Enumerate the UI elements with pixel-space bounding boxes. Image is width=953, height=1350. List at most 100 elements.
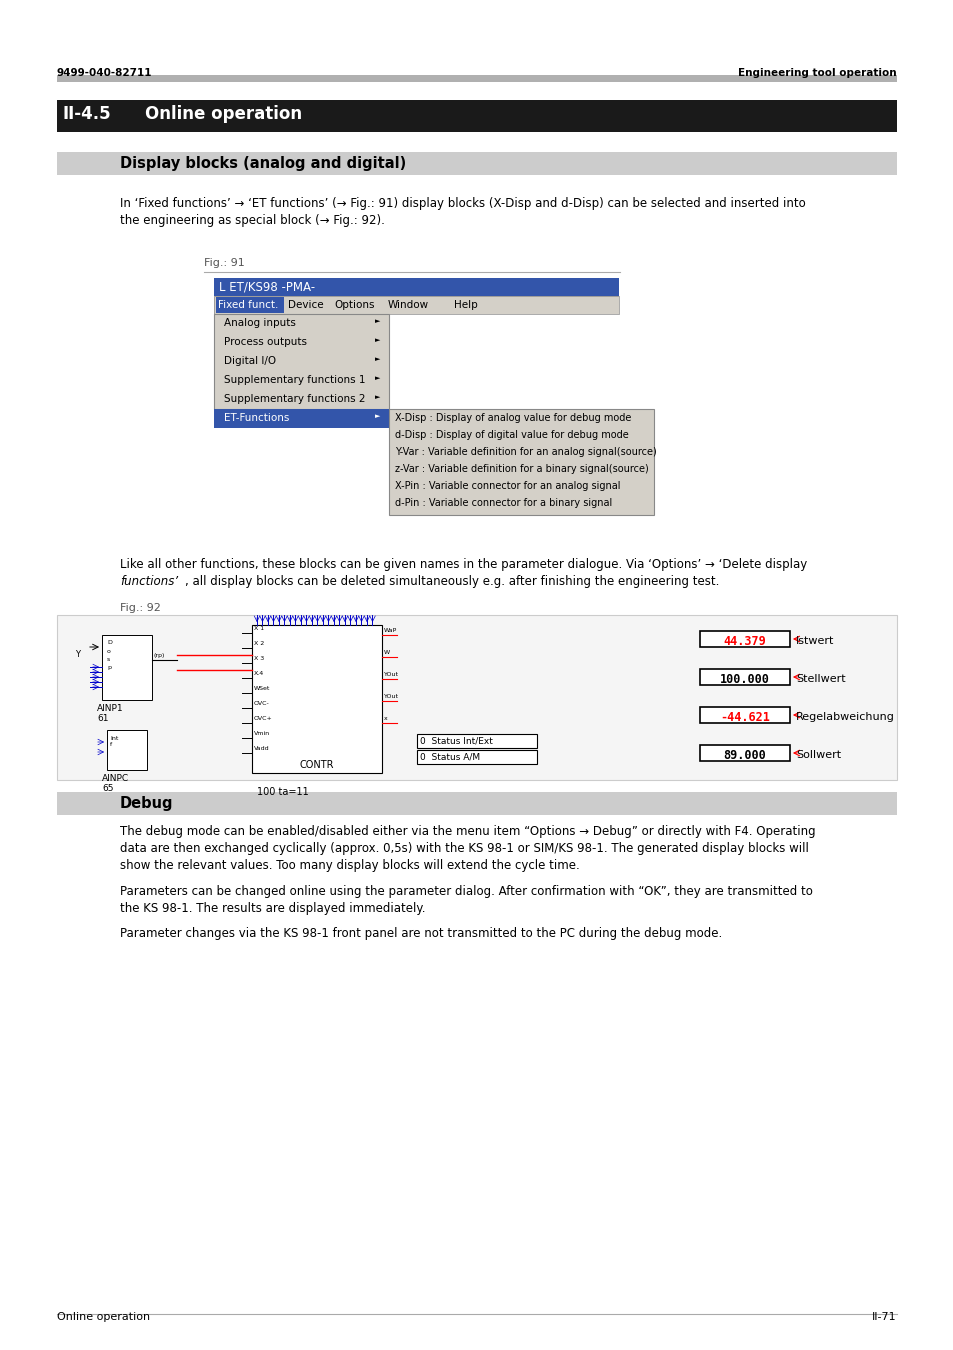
Text: ►: ► [375, 338, 380, 343]
Text: Process outputs: Process outputs [224, 338, 307, 347]
Text: the KS 98-1. The results are displayed immediately.: the KS 98-1. The results are displayed i… [120, 902, 425, 915]
Text: X-Disp : Display of analog value for debug mode: X-Disp : Display of analog value for deb… [395, 413, 631, 423]
Bar [213, 278, 618, 296]
Text: Fig.: 91: Fig.: 91 [204, 258, 245, 269]
Text: X 2: X 2 [253, 641, 264, 647]
Text: ►: ► [375, 394, 380, 400]
Bar [700, 745, 789, 761]
Text: Display blocks (analog and digital): Display blocks (analog and digital) [120, 157, 406, 171]
Text: 44.379: 44.379 [723, 634, 765, 648]
Text: X 1: X 1 [253, 626, 264, 630]
Text: YOut: YOut [384, 694, 398, 699]
Text: ►: ► [375, 375, 380, 381]
Text: 0  Status Int/Ext: 0 Status Int/Ext [419, 736, 493, 745]
Bar [107, 730, 147, 769]
Text: OVC-: OVC- [253, 701, 270, 706]
Text: D: D [107, 640, 112, 645]
Text: CONTR: CONTR [299, 760, 334, 770]
Text: Help: Help [454, 300, 477, 310]
Text: o: o [107, 649, 111, 653]
Text: ►: ► [375, 319, 380, 324]
Text: II-4.5: II-4.5 [63, 105, 112, 123]
Text: X 3: X 3 [253, 656, 264, 662]
Text: z-Var : Variable definition for a binary signal(source): z-Var : Variable definition for a binary… [395, 464, 648, 474]
Text: X.4: X.4 [253, 671, 264, 676]
Text: functions’: functions’ [120, 575, 178, 589]
Bar [213, 296, 618, 315]
Bar [700, 707, 789, 724]
Bar [57, 100, 896, 132]
Text: 61: 61 [97, 714, 109, 724]
Bar [57, 153, 896, 176]
Bar [57, 616, 896, 780]
Text: Debug: Debug [120, 796, 173, 811]
Text: (rp): (rp) [153, 653, 165, 657]
Bar [252, 625, 381, 774]
Text: d-Pin : Variable connector for a binary signal: d-Pin : Variable connector for a binary … [395, 498, 612, 508]
Text: AINPC: AINPC [102, 774, 129, 783]
Bar [213, 409, 389, 428]
Text: WSet: WSet [253, 686, 270, 691]
Text: In ‘Fixed functions’ → ‘ET functions’ (→ Fig.: 91) display blocks (X-Disp and d-: In ‘Fixed functions’ → ‘ET functions’ (→… [120, 197, 805, 211]
Text: Sollwert: Sollwert [795, 751, 841, 760]
Text: Vadd: Vadd [253, 747, 270, 751]
Text: s: s [107, 657, 111, 661]
Text: Digital I/O: Digital I/O [224, 356, 275, 366]
Text: YOut: YOut [384, 672, 398, 676]
Text: X-Pin : Variable connector for an analog signal: X-Pin : Variable connector for an analog… [395, 481, 619, 491]
Text: Int
f: Int f [110, 736, 118, 747]
Bar [389, 409, 654, 514]
Text: Regelabweichung: Regelabweichung [795, 711, 894, 722]
Text: Vmin: Vmin [253, 730, 270, 736]
Text: ET-Functions: ET-Functions [224, 413, 289, 423]
Text: , all display blocks can be deleted simultaneously e.g. after finishing the engi: , all display blocks can be deleted simu… [185, 575, 719, 589]
Text: 89.000: 89.000 [723, 749, 765, 761]
Text: ►: ► [375, 413, 380, 418]
Text: Engineering tool operation: Engineering tool operation [738, 68, 896, 78]
Bar [700, 670, 789, 684]
Text: Y-Var : Variable definition for an analog signal(source): Y-Var : Variable definition for an analo… [395, 447, 656, 458]
Bar [416, 751, 537, 764]
Text: Analog inputs: Analog inputs [224, 319, 295, 328]
Text: x: x [384, 716, 387, 721]
Text: data are then exchanged cyclically (approx. 0,5s) with the KS 98-1 or SIM/KS 98-: data are then exchanged cyclically (appr… [120, 842, 808, 855]
Text: Like all other functions, these blocks can be given names in the parameter dialo: Like all other functions, these blocks c… [120, 558, 806, 571]
Text: Parameters can be changed online using the parameter dialog. After confirmation : Parameters can be changed online using t… [120, 886, 812, 898]
Bar [213, 296, 618, 315]
Text: Stellwert: Stellwert [795, 674, 844, 684]
Bar [213, 315, 389, 409]
Text: Supplementary functions 1: Supplementary functions 1 [224, 375, 365, 385]
Bar [57, 792, 896, 815]
Bar [215, 297, 284, 313]
Text: 0  Status A/M: 0 Status A/M [419, 752, 479, 761]
Text: Parameter changes via the KS 98-1 front panel are not transmitted to the PC duri: Parameter changes via the KS 98-1 front … [120, 927, 721, 940]
Text: 100.000: 100.000 [720, 674, 769, 686]
Text: II-71: II-71 [871, 1312, 896, 1322]
Text: the engineering as special block (→ Fig.: 92).: the engineering as special block (→ Fig.… [120, 215, 384, 227]
Bar [416, 734, 537, 748]
Text: p: p [107, 666, 111, 670]
Text: Istwert: Istwert [795, 636, 834, 647]
Text: 100 ta=11: 100 ta=11 [256, 787, 309, 796]
Text: ►: ► [375, 356, 380, 362]
Text: Fixed funct.: Fixed funct. [218, 300, 278, 310]
Bar [102, 634, 152, 701]
Text: Options: Options [334, 300, 375, 310]
Text: show the relevant values. Too many display blocks will extend the cycle time.: show the relevant values. Too many displ… [120, 859, 579, 872]
Text: Supplementary functions 2: Supplementary functions 2 [224, 394, 365, 404]
Text: Device: Device [288, 300, 323, 310]
Text: -44.621: -44.621 [720, 711, 769, 724]
Text: AINP1: AINP1 [97, 703, 124, 713]
Bar [700, 630, 789, 647]
Text: Online operation: Online operation [57, 1312, 150, 1322]
Text: 65: 65 [102, 784, 113, 792]
Text: Y: Y [75, 649, 80, 659]
Bar [57, 76, 896, 82]
Text: L ET/KS98 -PMA-: L ET/KS98 -PMA- [219, 279, 314, 293]
Text: W: W [384, 649, 390, 655]
Text: 9499-040-82711: 9499-040-82711 [57, 68, 152, 78]
Text: Window: Window [388, 300, 429, 310]
Text: Online operation: Online operation [145, 105, 302, 123]
Text: The debug mode can be enabled/disabled either via the menu item “Options → Debug: The debug mode can be enabled/disabled e… [120, 825, 815, 838]
Text: OVC+: OVC+ [253, 716, 273, 721]
